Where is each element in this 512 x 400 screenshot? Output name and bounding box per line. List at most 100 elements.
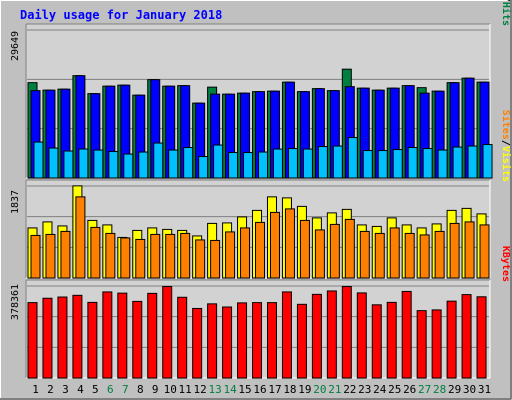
x-tick-label-12: 12: [194, 383, 207, 396]
legend-kbytes: KBytes: [500, 246, 511, 282]
bar-sites-12: [195, 239, 206, 279]
bar-sites-19: [299, 219, 310, 279]
max-label-sites-visits: 1837: [10, 190, 21, 214]
bar-pages-27: [422, 148, 433, 179]
bar-pages-15: [243, 152, 254, 179]
bar-pages-10: [168, 149, 179, 179]
bar-sites-2: [45, 233, 56, 279]
bar-kbytes-25: [386, 301, 397, 379]
bar-pages-26: [407, 147, 418, 179]
x-tick-label-5: 5: [92, 383, 99, 396]
bars-sites-visits: [27, 185, 490, 279]
bar-kbytes-19: [296, 303, 307, 379]
bar-sites-28: [434, 230, 445, 279]
bar-pages-7: [123, 153, 134, 179]
bar-sites-8: [135, 238, 146, 279]
x-tick-label-19: 19: [298, 383, 311, 396]
x-tick-label-3: 3: [62, 383, 69, 396]
x-tick-label-28: 28: [433, 383, 446, 396]
bar-pages-1: [33, 141, 44, 179]
x-tick-label-11: 11: [179, 383, 192, 396]
bar-sites-15: [240, 227, 251, 279]
bar-pages-30: [467, 145, 478, 179]
bar-pages-4: [78, 148, 89, 179]
x-tick-label-16: 16: [253, 383, 266, 396]
bar-sites-1: [30, 234, 41, 279]
legend-entry-kbytes: KBytes: [500, 246, 511, 282]
x-tick-label-18: 18: [283, 383, 296, 396]
bar-pages-20: [317, 146, 328, 179]
x-tick-label-22: 22: [343, 383, 356, 396]
x-tick-label-1: 1: [32, 383, 39, 396]
bar-sites-27: [419, 234, 430, 279]
x-tick-label-21: 21: [328, 383, 341, 396]
bar-kbytes-18: [281, 291, 292, 379]
bar-kbytes-13: [207, 303, 218, 379]
bar-kbytes-6: [102, 291, 113, 379]
legend-separator: /: [500, 140, 511, 146]
bar-sites-13: [210, 239, 221, 279]
x-tick-label-30: 30: [463, 383, 476, 396]
bar-kbytes-20: [311, 293, 322, 379]
x-axis-labels: 1 2 3 4 5 6 7 8 9 10 11 12 13 14 15 16 17 18 19 20 21 22 23 24 2…: [32, 383, 491, 396]
x-tick-label-7: 7: [122, 383, 129, 396]
x-tick-label-31: 31: [478, 383, 491, 396]
legend-entry-hits: Hits: [500, 2, 512, 26]
bar-kbytes-1: [27, 302, 38, 379]
x-tick-label-17: 17: [268, 383, 281, 396]
x-tick-label-27: 27: [418, 383, 431, 396]
bar-sites-29: [449, 222, 460, 279]
x-tick-label-4: 4: [77, 383, 84, 396]
x-tick-label-29: 29: [448, 383, 461, 396]
bar-pages-17: [272, 148, 283, 179]
bar-sites-5: [90, 226, 101, 279]
bar-pages-6: [108, 151, 119, 179]
bar-kbytes-24: [371, 304, 382, 379]
bar-sites-11: [180, 232, 191, 279]
legend-sites-visits: Sites/Visits: [500, 110, 512, 182]
bar-sites-21: [329, 223, 340, 279]
x-tick-label-20: 20: [313, 383, 326, 396]
bar-kbytes-22: [341, 286, 352, 379]
panel-sites-visits: 1837 Sites/Visits: [10, 110, 512, 279]
bar-kbytes-3: [57, 296, 68, 379]
x-tick-label-9: 9: [152, 383, 159, 396]
x-tick-label-26: 26: [403, 383, 416, 396]
max-label-kbytes: 378361: [10, 284, 21, 320]
x-tick-label-23: 23: [358, 383, 371, 396]
bars-kbytes: [27, 286, 487, 379]
bar-kbytes-30: [461, 294, 472, 379]
bar-sites-10: [165, 233, 176, 279]
bar-sites-6: [105, 232, 116, 279]
bar-sites-31: [479, 224, 490, 279]
bar-sites-9: [150, 233, 161, 279]
bar-pages-31: [482, 144, 493, 179]
bar-kbytes-4: [72, 294, 83, 379]
bar-kbytes-11: [177, 296, 188, 379]
bar-kbytes-17: [266, 302, 277, 379]
panel-kbytes: 378361 KBytes: [10, 246, 511, 379]
panels-layer: 29649Pages/Files/Hits1837Sites/Visits378…: [10, 0, 512, 379]
bar-sites-17: [269, 211, 280, 279]
bar-pages-19: [302, 148, 313, 179]
bar-kbytes-15: [237, 302, 248, 379]
bar-sites-7: [120, 237, 131, 279]
x-tick-label-25: 25: [388, 383, 401, 396]
bar-pages-14: [228, 152, 239, 179]
bar-pages-24: [377, 150, 388, 179]
bar-sites-4: [75, 196, 86, 279]
bar-sites-18: [284, 208, 295, 279]
x-tick-label-8: 8: [137, 383, 144, 396]
bar-sites-14: [225, 231, 236, 279]
x-tick-label-6: 6: [107, 383, 114, 396]
bar-sites-22: [344, 218, 355, 279]
bar-kbytes-23: [356, 292, 367, 379]
bar-kbytes-29: [446, 300, 457, 379]
bar-kbytes-12: [192, 307, 203, 379]
legend-separator: /: [500, 0, 511, 2]
bar-sites-25: [389, 227, 400, 279]
bar-sites-23: [359, 230, 370, 279]
bar-sites-24: [374, 232, 385, 279]
